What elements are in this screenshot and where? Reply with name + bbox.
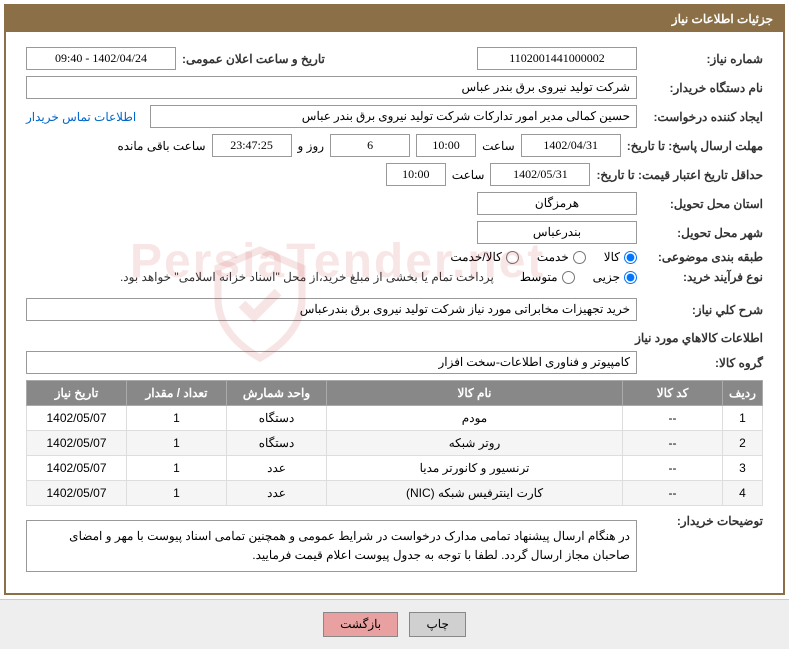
th-row: ردیف [723, 381, 763, 406]
table-cell: مودم [327, 406, 623, 431]
announce-value: 1402/04/24 - 09:40 [26, 47, 176, 70]
validity-label: حداقل تاریخ اعتبار قیمت: تا تاریخ: [596, 168, 763, 182]
table-cell: -- [623, 406, 723, 431]
purchase-note: پرداخت تمام یا بخشی از مبلغ خرید،از محل … [120, 270, 494, 284]
goods-table: ردیف کد کالا نام کالا واحد شمارش تعداد /… [26, 380, 763, 506]
table-cell: ترنسیور و کانورتر مدیا [327, 456, 623, 481]
validity-date: 1402/05/31 [490, 163, 590, 186]
contact-link[interactable]: اطلاعات تماس خریدار [26, 110, 136, 124]
table-cell: 1402/05/07 [27, 456, 127, 481]
table-cell: -- [623, 481, 723, 506]
table-cell: 1 [723, 406, 763, 431]
table-cell: 1402/05/07 [27, 406, 127, 431]
table-row: 3--ترنسیور و کانورتر مدیاعدد11402/05/07 [27, 456, 763, 481]
table-cell: 2 [723, 431, 763, 456]
buyer-org-value: شرکت تولید نیروی برق بندر عباس [26, 76, 637, 99]
need-number-label: شماره نیاز: [643, 52, 763, 66]
need-number-value: 1102001441000002 [477, 47, 637, 70]
table-cell: کارت اینترفیس شبکه (NIC) [327, 481, 623, 506]
table-cell: 1 [127, 481, 227, 506]
radio-service-input[interactable] [573, 251, 586, 264]
goods-info-title: اطلاعات کالاهاي مورد نیاز [26, 331, 763, 345]
table-row: 1--مودمدستگاه11402/05/07 [27, 406, 763, 431]
deadline-date: 1402/04/31 [521, 134, 621, 157]
goods-group-value: کامپیوتر و فناوری اطلاعات-سخت افزار [26, 351, 637, 374]
th-qty: تعداد / مقدار [127, 381, 227, 406]
radio-partial-input[interactable] [624, 271, 637, 284]
table-cell: 1 [127, 456, 227, 481]
table-row: 4--کارت اینترفیس شبکه (NIC)عدد11402/05/0… [27, 481, 763, 506]
table-cell: روتر شبکه [327, 431, 623, 456]
table-cell: 1402/05/07 [27, 431, 127, 456]
category-label: طبقه بندی موضوعی: [643, 250, 763, 264]
table-cell: دستگاه [227, 431, 327, 456]
radio-medium-input[interactable] [562, 271, 575, 284]
th-code: کد کالا [623, 381, 723, 406]
back-button[interactable]: بازگشت [323, 612, 398, 637]
radio-medium[interactable]: متوسط [520, 270, 575, 284]
deadline-time: 10:00 [416, 134, 476, 157]
table-cell: 1402/05/07 [27, 481, 127, 506]
remain-time: 23:47:25 [212, 134, 292, 157]
validity-time: 10:00 [386, 163, 446, 186]
purchase-type-label: نوع فرآیند خرید: [643, 270, 763, 284]
announce-label: تاریخ و ساعت اعلان عمومی: [182, 52, 325, 66]
province-value: هرمزگان [477, 192, 637, 215]
remain-day-label: روز و [298, 139, 325, 153]
desc-value: خرید تجهیزات مخابراتی مورد نیاز شرکت تول… [26, 298, 637, 321]
time-label-2: ساعت [452, 168, 485, 182]
radio-goods-input[interactable] [624, 251, 637, 264]
print-button[interactable]: چاپ [409, 612, 465, 637]
main-panel: جزئیات اطلاعات نیاز شماره نیاز: 11020014… [4, 4, 785, 595]
deadline-label: مهلت ارسال پاسخ: تا تاریخ: [627, 139, 763, 153]
panel-header: جزئیات اطلاعات نیاز [6, 6, 783, 32]
desc-label: شرح کلي نیاز: [643, 303, 763, 317]
radio-both-input[interactable] [506, 251, 519, 264]
goods-group-label: گروه کالا: [643, 356, 763, 370]
requester-label: ایجاد کننده درخواست: [643, 110, 763, 124]
button-row: چاپ بازگشت [0, 599, 789, 649]
table-cell: 1 [127, 431, 227, 456]
table-row: 2--روتر شبکهدستگاه11402/05/07 [27, 431, 763, 456]
city-value: بندرعباس [477, 221, 637, 244]
category-radio-group: کالا خدمت کالا/خدمت [450, 250, 637, 264]
radio-goods[interactable]: کالا [604, 250, 637, 264]
city-label: شهر محل تحویل: [643, 226, 763, 240]
province-label: استان محل تحویل: [643, 197, 763, 211]
time-label-1: ساعت [482, 139, 515, 153]
table-cell: -- [623, 431, 723, 456]
panel-content: شماره نیاز: 1102001441000002 تاریخ و ساع… [6, 32, 783, 593]
purchase-type-radio-group: جزیی متوسط [520, 270, 637, 284]
table-cell: عدد [227, 456, 327, 481]
table-cell: دستگاه [227, 406, 327, 431]
buyer-notes-label: توضیحات خریدار: [643, 514, 763, 528]
buyer-notes-value: در هنگام ارسال پیشنهاد تمامی مدارک درخوا… [26, 520, 637, 572]
requester-value: حسین کمالی مدیر امور تدارکات شرکت تولید … [150, 105, 637, 128]
buyer-org-label: نام دستگاه خریدار: [643, 81, 763, 95]
radio-service[interactable]: خدمت [537, 250, 586, 264]
table-cell: عدد [227, 481, 327, 506]
table-cell: 4 [723, 481, 763, 506]
radio-partial[interactable]: جزیی [593, 270, 637, 284]
th-unit: واحد شمارش [227, 381, 327, 406]
remain-suffix: ساعت باقی مانده [117, 139, 205, 153]
table-cell: -- [623, 456, 723, 481]
radio-both[interactable]: کالا/خدمت [450, 250, 518, 264]
table-cell: 3 [723, 456, 763, 481]
remain-days: 6 [330, 134, 410, 157]
th-name: نام کالا [327, 381, 623, 406]
table-cell: 1 [127, 406, 227, 431]
th-date: تاریخ نیاز [27, 381, 127, 406]
